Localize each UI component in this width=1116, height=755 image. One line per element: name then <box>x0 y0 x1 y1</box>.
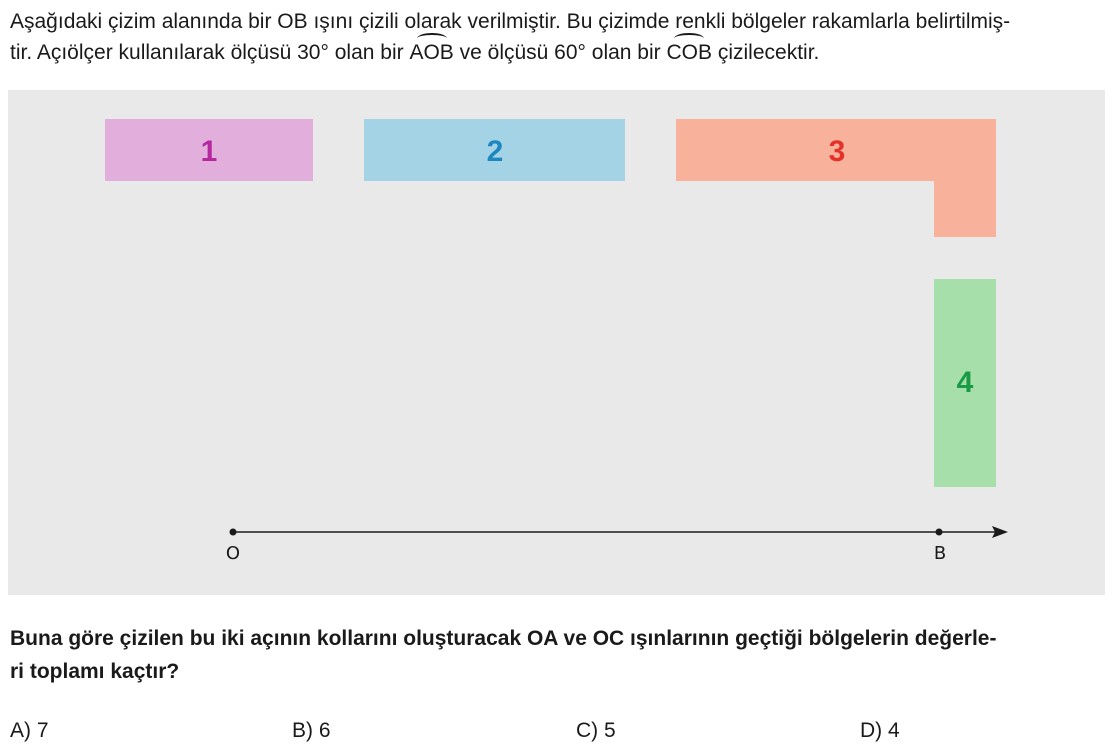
point-o <box>229 528 237 536</box>
problem-line-2-start: tir. Açıölçer kullanılarak ölçüsü 30° ol… <box>10 41 410 64</box>
drawing-area: 1 2 3 4 O B <box>8 90 1105 595</box>
option-b[interactable]: B) 6 <box>292 719 331 742</box>
region-1-label: 1 <box>201 135 218 168</box>
option-d[interactable]: D) 4 <box>860 719 900 742</box>
region-1 <box>105 119 313 181</box>
region-3 <box>676 119 996 237</box>
region-3-label: 3 <box>829 135 846 168</box>
problem-line-2-middle: ve ölçüsü 60° olan bir <box>453 41 667 64</box>
problem-statement: Aşağıdaki çizim alanında bir OB ışını çi… <box>10 6 1110 68</box>
problem-line-2: tir. Açıölçer kullanılarak ölçüsü 30° ol… <box>10 33 1110 68</box>
region-4-label: 4 <box>957 366 974 399</box>
answer-options: A) 7 B) 6 C) 5 D) 4 <box>0 719 1116 751</box>
point-b <box>935 528 943 536</box>
angle-aob-label: AOB <box>409 33 454 68</box>
region-2-label: 2 <box>487 135 504 168</box>
question-line-1: Buna göre çizilen bu iki açının kolların… <box>10 627 997 650</box>
question-text: Buna göre çizilen bu iki açının kolların… <box>10 622 1110 688</box>
question-line-2: ri toplamı kaçtır? <box>10 660 180 683</box>
point-b-label: B <box>934 543 946 564</box>
option-a[interactable]: A) 7 <box>10 719 49 742</box>
option-c[interactable]: C) 5 <box>576 719 616 742</box>
ray-arrowhead <box>992 526 1008 538</box>
problem-line-2-end: çizilecektir. <box>712 41 820 64</box>
drawing-svg: 1 2 3 4 O B <box>105 119 1008 564</box>
region-2 <box>364 119 625 181</box>
problem-line-1: Aşağıdaki çizim alanında bir OB ışını çi… <box>10 10 1011 33</box>
point-o-label: O <box>226 543 240 564</box>
region-4 <box>934 279 996 487</box>
angle-cob-label: COB <box>666 33 712 68</box>
